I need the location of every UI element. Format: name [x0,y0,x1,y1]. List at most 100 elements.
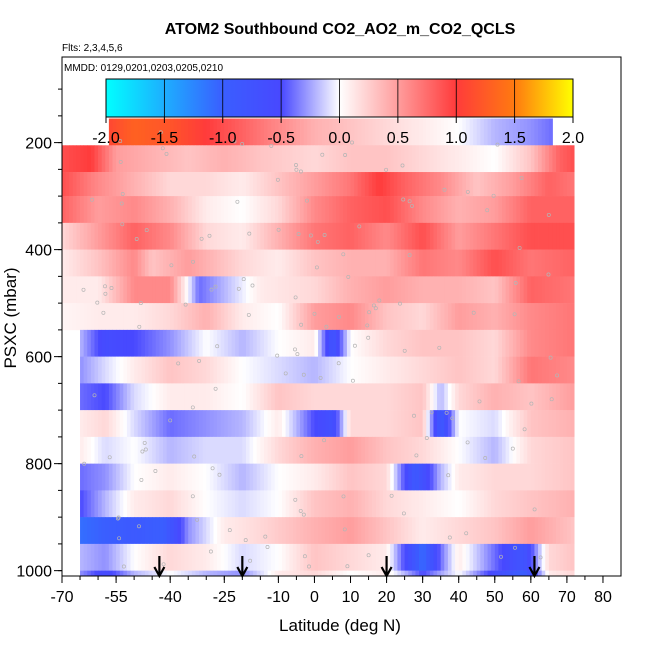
heat-cell [328,303,333,331]
heat-cell [271,463,276,491]
heat-cell [281,543,286,571]
heat-cell [480,570,485,576]
heat-cell [487,118,492,146]
heat-cell [289,303,294,331]
y-tick-label: 1000 [16,564,52,581]
heat-cell [98,570,103,576]
heat-cell [231,410,236,438]
sample-point [95,300,100,305]
heat-cell [382,463,387,491]
heat-cell [260,196,265,224]
heat-cell [483,436,488,464]
heat-cell [289,276,294,304]
heat-cell [422,145,427,173]
heat-cell [321,570,326,576]
heat-cell [534,490,539,518]
heat-cell [357,196,362,224]
heat-cell [332,356,337,384]
heat-cell [274,517,279,545]
heat-cell [512,145,517,173]
heat-cell [498,196,503,224]
heat-cell [170,222,175,250]
heat-cell [386,329,391,357]
heat-cell [101,249,106,277]
heat-cell [199,172,204,197]
heat-cell [440,196,445,224]
heat-cell [548,222,553,250]
heat-cell [238,303,243,331]
heat-cell [390,570,395,576]
heat-cell [346,249,351,277]
heat-cell [401,436,406,464]
heat-cell [509,303,514,331]
heat-cell [249,145,254,173]
heat-cell [112,356,117,384]
heat-cell [116,410,121,438]
heat-cell [123,570,128,576]
sample-point [365,323,370,328]
heat-cell [538,276,543,304]
heat-cell [480,249,485,277]
heat-cell [520,196,525,224]
heat-cell [199,196,204,224]
heat-cell [144,356,149,384]
heat-cell [220,196,225,224]
heat-cell [437,145,442,173]
heat-cell [462,436,467,464]
colorbar-tick-label: 2.0 [562,130,584,147]
heat-cell [415,303,420,331]
heat-cell [390,145,395,173]
heat-cell [444,543,449,571]
heat-cell [285,410,290,438]
heat-cell [123,410,128,438]
heat-cell [364,276,369,304]
heat-cell [483,303,488,331]
heat-cell [123,329,128,357]
heat-cell [566,329,571,357]
heat-cell [559,329,564,357]
heat-cell [386,383,391,411]
heat-cell [213,145,218,173]
heat-cell [429,490,434,518]
heat-cell [346,196,351,224]
heat-cell [134,276,139,304]
heat-cell [325,356,330,384]
heat-cell [231,356,236,384]
heat-cell [375,118,380,146]
heat-cell [357,145,362,173]
heat-cell [108,517,113,545]
heat-cell [458,276,463,304]
heat-cell [447,463,452,491]
heat-cell [483,490,488,518]
heat-cell [256,329,261,357]
heat-cell [263,543,268,571]
heat-cell [94,436,99,464]
heat-cell [271,436,276,464]
heat-cell [227,356,232,384]
heat-cell [357,222,362,250]
heat-cell [112,329,117,357]
heat-cell [314,118,319,146]
heat-cell [271,329,276,357]
heat-cell [181,196,186,224]
heat-cell [199,222,204,250]
heat-cell [278,303,283,331]
heat-cell [112,196,117,224]
heat-cell [498,570,503,576]
heat-cell [527,276,532,304]
heat-cell [195,383,200,411]
heat-cell [444,517,449,545]
heat-cell [541,410,546,438]
heat-cell [209,543,214,571]
heat-cell [451,303,456,331]
heat-cell [426,436,431,464]
sample-point [516,379,521,384]
heat-cell [87,145,92,173]
heat-cell [209,463,214,491]
heat-cell [289,410,294,438]
heat-cell [498,118,503,146]
heat-cell [469,172,474,197]
heat-cell [408,249,413,277]
heat-cell [105,222,110,250]
heat-cell [386,356,391,384]
